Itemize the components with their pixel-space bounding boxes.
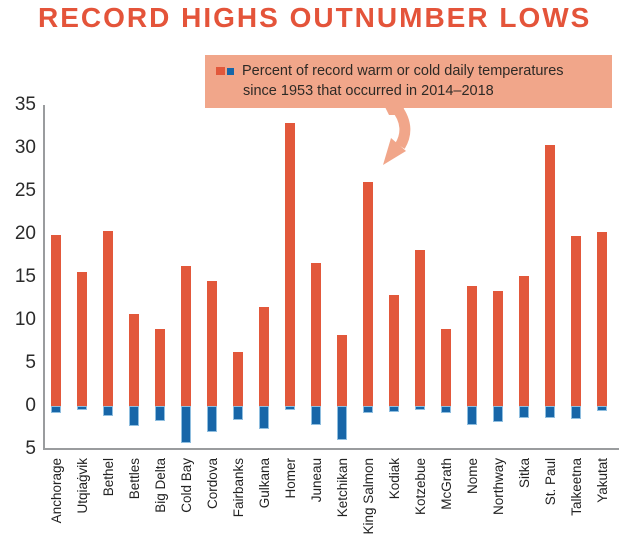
bar-warm-mcgrath (441, 328, 451, 406)
x-axis-label-sitka: Sitka (516, 458, 532, 489)
bar-warm-big-delta (155, 328, 165, 406)
callout-arrow-icon (382, 101, 411, 165)
x-axis-label-nome: Nome (464, 458, 480, 495)
bar-cold-bethel (103, 406, 113, 417)
x-axis-label-kodiak: Kodiak (386, 458, 402, 500)
bar-cold-kotzebue (415, 406, 425, 411)
x-axis-label-fairbanks: Fairbanks (230, 458, 246, 518)
bar-cold-cold-bay (181, 406, 191, 443)
bar-cold-juneau (311, 406, 321, 425)
legend-line-2: since 1953 that occurred in 2014–2018 (216, 81, 601, 101)
bar-cold-st-paul (545, 406, 555, 419)
legend: Percent of record warm or cold daily tem… (205, 55, 612, 108)
bar-warm-anchorage (51, 234, 61, 406)
bar-cold-king-salmon (363, 406, 373, 413)
warm-swatch-icon (216, 67, 225, 75)
x-axis-label-utqia-vik: Utqiaġvik (74, 458, 90, 514)
x-axis-label-king-salmon: King Salmon (360, 458, 376, 535)
x-axis-label-mcgrath: McGrath (438, 458, 454, 510)
bar-warm-bethel (103, 230, 113, 406)
bar-warm-sitka (519, 276, 529, 406)
x-axis-label-gulkana: Gulkana (256, 458, 272, 509)
bar-warm-nome (467, 285, 477, 406)
y-axis-tick-label: 5 (25, 438, 36, 459)
x-axis-label-talkeetna: Talkeetna (568, 458, 584, 516)
bar-warm-st-paul (545, 145, 555, 406)
bar-cold-anchorage (51, 406, 61, 413)
x-axis-label-homer: Homer (282, 458, 298, 499)
bar-cold-homer (285, 406, 295, 411)
bar-warm-homer (285, 123, 295, 406)
y-axis-tick-label: 20 (14, 223, 36, 244)
legend-text-line-1: Percent of record warm or cold daily tem… (242, 63, 564, 79)
bar-cold-mcgrath (441, 406, 451, 413)
bar-cold-sitka (519, 406, 529, 419)
y-axis-tick-label: 5 (25, 352, 36, 373)
bar-cold-northway (493, 406, 503, 423)
bar-cold-big-delta (155, 406, 165, 421)
x-axis-label-kotzebue: Kotzebue (412, 458, 428, 516)
bar-warm-ketchikan (337, 335, 347, 406)
bar-warm-king-salmon (363, 182, 373, 406)
y-axis-tick-label: 0 (25, 395, 36, 416)
x-axis-label-cold-bay: Cold Bay (178, 458, 194, 513)
y-axis-tick-label: 30 (14, 137, 36, 158)
bar-warm-talkeetna (571, 235, 581, 406)
cold-swatch-icon (227, 68, 234, 75)
bar-cold-bettles (129, 406, 139, 426)
x-axis-label-big-delta: Big Delta (152, 458, 168, 513)
x-axis-label-northway: Northway (490, 458, 506, 516)
bar-warm-yakutat (597, 232, 607, 406)
x-axis-label-anchorage: Anchorage (48, 458, 64, 524)
x-axis-label-juneau: Juneau (308, 458, 324, 503)
bar-warm-utqia-vik (77, 271, 87, 406)
bar-warm-kodiak (389, 295, 399, 406)
y-axis-tick-label: 35 (14, 94, 36, 115)
bar-cold-kodiak (389, 406, 399, 413)
bar-cold-talkeetna (571, 406, 581, 419)
bar-cold-nome (467, 406, 477, 425)
y-axis-tick-label: 10 (14, 309, 36, 330)
bar-cold-fairbanks (233, 406, 243, 420)
x-axis-line (43, 448, 619, 450)
bar-warm-bettles (129, 313, 139, 406)
bar-cold-ketchikan (337, 406, 347, 440)
x-axis-label-ketchikan: Ketchikan (334, 458, 350, 518)
legend-swatch (216, 61, 234, 81)
legend-line-1: Percent of record warm or cold daily tem… (216, 61, 601, 81)
bar-cold-cordova (207, 406, 217, 432)
legend-text-line-2: since 1953 that occurred in 2014–2018 (243, 83, 494, 99)
bar-warm-cordova (207, 281, 217, 406)
y-axis-tick-label: 15 (14, 266, 36, 287)
bar-cold-yakutat (597, 406, 607, 412)
bar-cold-utqia-vik (77, 406, 87, 411)
y-axis-line (43, 105, 45, 449)
bar-warm-kotzebue (415, 250, 425, 406)
bar-warm-fairbanks (233, 351, 243, 406)
x-axis-label-yakutat: Yakutat (594, 458, 610, 503)
x-axis-label-bethel: Bethel (100, 458, 116, 497)
bar-warm-northway (493, 290, 503, 406)
page-title: RECORD HIGHS OUTNUMBER LOWS (38, 2, 592, 33)
x-axis-label-bettles: Bettles (126, 458, 142, 500)
x-axis-label-st-paul: St. Paul (542, 458, 558, 506)
bar-cold-gulkana (259, 406, 269, 430)
bar-warm-gulkana (259, 307, 269, 406)
bar-warm-juneau (311, 263, 321, 406)
x-axis-label-cordova: Cordova (204, 458, 220, 510)
bar-warm-cold-bay (181, 265, 191, 406)
y-axis-tick-label: 25 (14, 180, 36, 201)
